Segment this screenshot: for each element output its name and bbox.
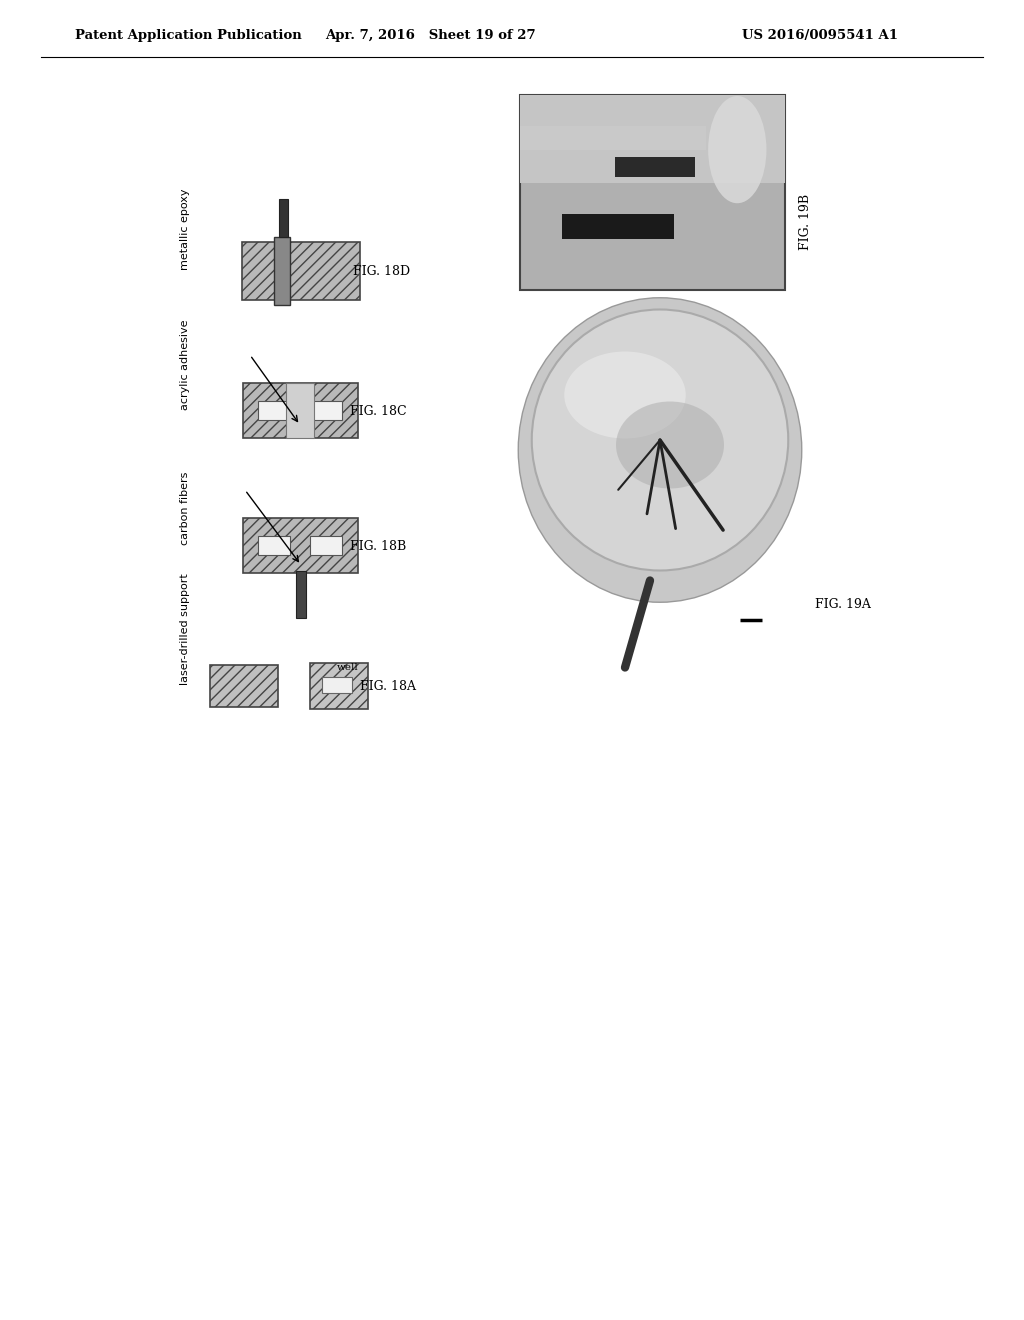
Text: FIG. 19A: FIG. 19A [815,598,870,611]
Text: Patent Application Publication: Patent Application Publication [75,29,302,41]
Bar [562,214,674,239]
Text: metallic epoxy: metallic epoxy [180,189,190,271]
Text: FIG. 18B: FIG. 18B [350,540,407,553]
Bar [520,127,706,149]
Ellipse shape [709,96,766,203]
Text: FIG. 18D: FIG. 18D [353,265,411,279]
Bar [310,401,342,420]
Bar [296,572,306,618]
Text: carbon fibers: carbon fibers [180,471,190,545]
Bar [243,517,358,573]
Text: FIG. 18A: FIG. 18A [360,680,416,693]
Bar [520,95,785,182]
Text: US 2016/0095541 A1: US 2016/0095541 A1 [742,29,898,41]
Bar [243,383,358,438]
Text: laser-drilled support: laser-drilled support [180,573,190,685]
Text: acrylic adhesive: acrylic adhesive [180,319,190,411]
Text: FIG. 19B: FIG. 19B [799,194,812,249]
Bar [258,536,290,554]
Bar [274,238,290,305]
Bar [258,401,290,420]
Bar [279,199,288,238]
Bar [310,663,368,709]
Bar [286,383,314,438]
Text: Apr. 7, 2016   Sheet 19 of 27: Apr. 7, 2016 Sheet 19 of 27 [325,29,536,41]
Bar [310,536,342,554]
Text: FIG. 18C: FIG. 18C [349,405,407,418]
Bar [242,242,360,300]
Ellipse shape [616,401,724,488]
Bar [520,95,785,290]
Text: well: well [337,663,358,672]
Bar [615,157,695,177]
Ellipse shape [518,298,802,602]
Bar [210,665,278,708]
Ellipse shape [531,309,788,570]
Bar [322,677,352,693]
Ellipse shape [564,351,686,438]
